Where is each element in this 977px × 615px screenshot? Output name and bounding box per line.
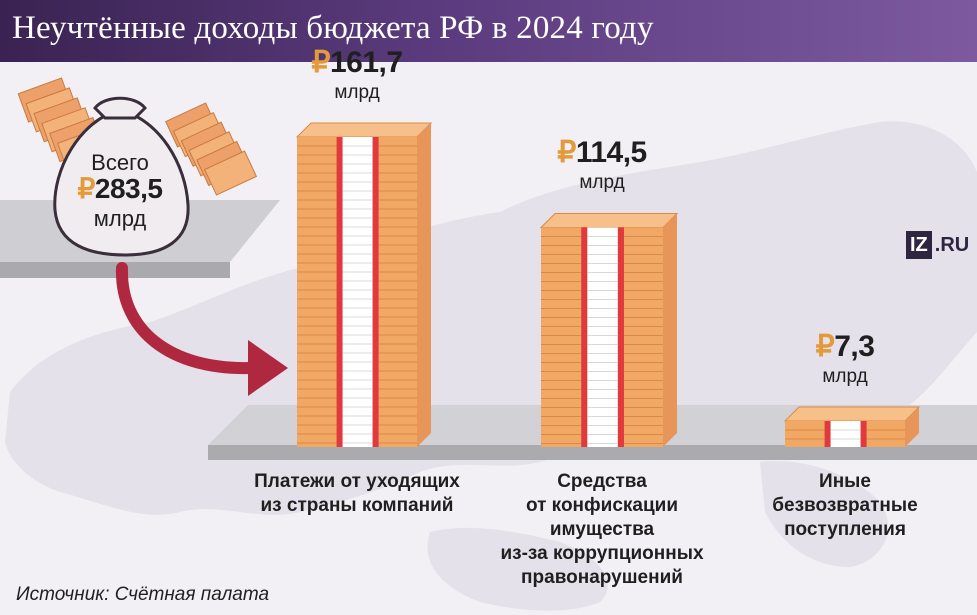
arrow-icon — [115, 262, 288, 396]
value-label-2: ₽114,5 — [557, 136, 647, 170]
money-bag-icon — [17, 77, 258, 257]
total-unit: млрд — [93, 206, 147, 231]
category-label-3: Иные безвозвратные поступления — [772, 471, 918, 540]
title-bar: Неучтённые доходы бюджета РФ в 2024 году — [0, 0, 977, 62]
category-label-2: Средства от конфискации имущества из-за … — [500, 471, 704, 588]
total-value: ₽283,5 — [77, 173, 163, 204]
bar-3 — [783, 406, 921, 447]
unit-label-1: млрд — [334, 82, 380, 103]
total-label: Всего — [91, 150, 149, 175]
unit-label-3: млрд — [822, 366, 868, 387]
source-note: Источник: Счётная палата — [16, 584, 270, 605]
bar-2 — [539, 212, 679, 447]
value-label-3: ₽7,3 — [815, 330, 875, 363]
chart-title: Неучтённые доходы бюджета РФ в 2024 году — [12, 10, 654, 46]
value-label-1: ₽161,7 — [311, 46, 403, 79]
unit-label-2: млрд — [579, 172, 625, 194]
bar-1 — [295, 122, 433, 447]
category-label-1: Платежи от уходящих из страны компаний — [254, 471, 460, 516]
iz-logo: IZ .RU — [906, 228, 974, 262]
